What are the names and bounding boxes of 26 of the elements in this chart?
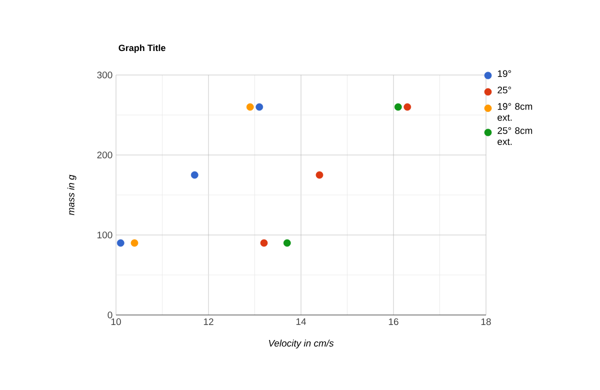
y-tick-label: 100 (98, 232, 112, 238)
point (283, 239, 291, 247)
y-tick-label: 200 (97, 152, 112, 158)
point (394, 103, 402, 111)
point (130, 239, 138, 247)
point (246, 103, 254, 111)
legend-label: 25° (498, 86, 511, 94)
x-tick-label: 18 (481, 318, 491, 326)
legend-label: 25° 8cm ext. (498, 127, 532, 145)
point (316, 171, 324, 179)
y-tick-label: 0 (108, 312, 112, 318)
x-tick-label: 16 (388, 318, 398, 326)
x-tick-label: 10 (111, 318, 121, 326)
x-tick-label: 14 (296, 318, 306, 325)
point (190, 171, 198, 179)
point (256, 103, 264, 111)
point (404, 103, 412, 111)
legend-label: 19° 8cm ext. (498, 103, 532, 121)
y-tick-label: 300 (97, 72, 112, 78)
point (260, 239, 268, 247)
x-tick-label: 12 (204, 318, 214, 325)
x-axis-title: Velocity in cm/s (268, 340, 334, 348)
legend-label: 19° (498, 70, 511, 77)
chart-title: Graph Title (118, 44, 166, 53)
y-axis-title: mass in g (67, 174, 76, 216)
point (116, 239, 124, 247)
